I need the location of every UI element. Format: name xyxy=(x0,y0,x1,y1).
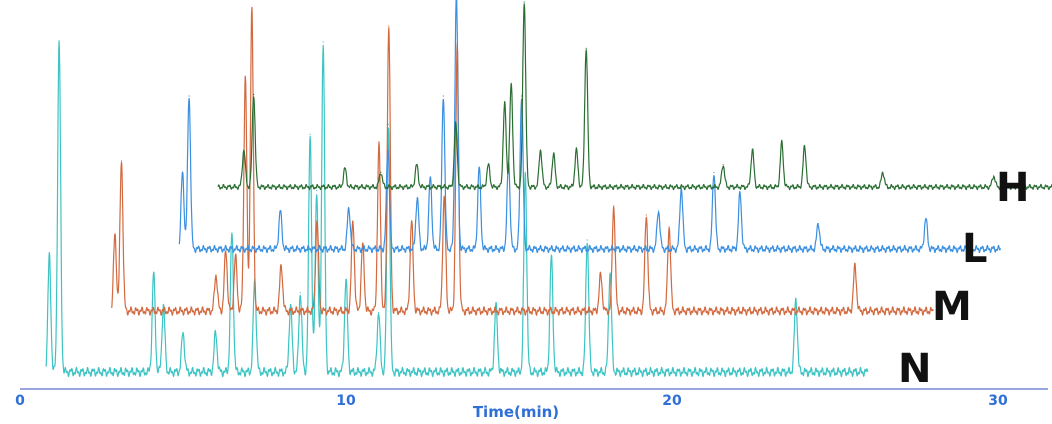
trace-label-m: M xyxy=(932,284,972,330)
trace-label-l: L xyxy=(962,226,988,272)
peak-point-l xyxy=(348,207,350,209)
peak-point-m xyxy=(215,274,217,276)
peak-point-m xyxy=(352,220,354,222)
peak-point-n xyxy=(299,292,301,294)
peak-point-l xyxy=(925,217,927,219)
series-line-m xyxy=(111,6,934,316)
x-tick-label: 10 xyxy=(336,393,356,409)
peak-point-l xyxy=(817,222,819,225)
peak-point-l xyxy=(181,171,184,174)
peak-point-n xyxy=(215,331,217,333)
peak-point-n xyxy=(290,305,292,307)
peak-point-m xyxy=(235,256,237,258)
peak-point-n xyxy=(550,255,553,258)
peak-point-h xyxy=(804,145,806,147)
peak-point-h xyxy=(781,142,783,144)
x-tick-label: 0 xyxy=(15,393,25,409)
peak-point-n xyxy=(182,331,184,333)
peak-point-l xyxy=(188,95,190,97)
peak-point-h xyxy=(487,164,489,166)
peak-point-l xyxy=(478,166,480,168)
peak-point-n xyxy=(162,305,164,307)
peak-point-h xyxy=(416,164,418,166)
peak-point-h xyxy=(993,175,995,177)
peak-point-n xyxy=(153,272,155,274)
peak-point-h xyxy=(751,149,754,151)
trace-label-n: N xyxy=(898,346,931,392)
series-line-l xyxy=(178,0,1002,254)
peak-point-m xyxy=(854,265,856,267)
peak-point-h xyxy=(722,164,724,166)
peak-point-h xyxy=(575,149,578,151)
x-axis-title: Time(min) xyxy=(473,403,559,421)
peak-point-m xyxy=(114,235,116,237)
peak-point-m xyxy=(645,214,647,216)
peak-point-n xyxy=(387,123,389,126)
peak-point-l xyxy=(387,146,389,148)
peak-point-n xyxy=(58,41,60,43)
peak-point-l xyxy=(279,210,281,212)
peak-point-n xyxy=(345,279,347,281)
peak-point-n xyxy=(495,305,497,307)
peak-point-m xyxy=(251,10,253,12)
peak-point-h xyxy=(455,123,457,125)
peak-point-l xyxy=(713,171,715,174)
peak-point-n xyxy=(795,298,797,300)
peak-point-m xyxy=(378,145,380,147)
peak-point-h xyxy=(882,171,884,173)
peak-point-h xyxy=(243,149,245,151)
peak-point-l xyxy=(739,192,741,194)
peak-point-m xyxy=(668,226,670,228)
peak-point-m xyxy=(280,265,282,267)
peak-point-l xyxy=(429,177,431,179)
traces-layer xyxy=(45,0,1052,378)
peak-point-n xyxy=(322,41,324,43)
peak-point-n xyxy=(524,173,526,175)
peak-point-h xyxy=(523,1,525,3)
peak-point-h xyxy=(344,167,346,170)
peak-point-h xyxy=(253,93,255,96)
peak-point-n xyxy=(609,272,611,274)
peak-point-n xyxy=(378,312,380,314)
peak-point-m xyxy=(244,76,246,78)
peak-point-m xyxy=(411,220,413,222)
peak-point-h xyxy=(510,84,512,86)
peak-point-n xyxy=(231,232,233,234)
peak-point-m xyxy=(443,196,445,198)
peak-point-m xyxy=(316,220,318,222)
trace-label-h: H xyxy=(996,165,1029,211)
peak-point-n xyxy=(586,239,588,241)
peak-point-l xyxy=(657,210,660,212)
peak-point-h xyxy=(539,149,542,151)
series-line-h xyxy=(217,3,1052,191)
peak-point-n xyxy=(309,133,311,135)
peak-point-l xyxy=(442,95,444,97)
peak-point-m xyxy=(613,205,615,207)
x-tick-label: 20 xyxy=(662,393,682,409)
peak-point-m xyxy=(600,274,602,276)
peak-point-h xyxy=(553,153,555,155)
peak-point-h xyxy=(380,171,382,173)
peak-point-m xyxy=(388,25,390,27)
series-line-n xyxy=(45,40,869,378)
peak-point-m xyxy=(362,244,364,246)
x-tick-label: 30 xyxy=(988,393,1008,409)
peak-point-m xyxy=(120,160,123,162)
x-tick-labels: 0 10 20 30 xyxy=(15,393,1008,409)
peak-point-n xyxy=(48,255,50,258)
peak-point-n xyxy=(316,189,318,192)
peak-point-m xyxy=(225,250,227,252)
peak-point-h xyxy=(585,47,587,49)
peak-point-l xyxy=(416,197,418,199)
peak-point-h xyxy=(504,103,506,105)
